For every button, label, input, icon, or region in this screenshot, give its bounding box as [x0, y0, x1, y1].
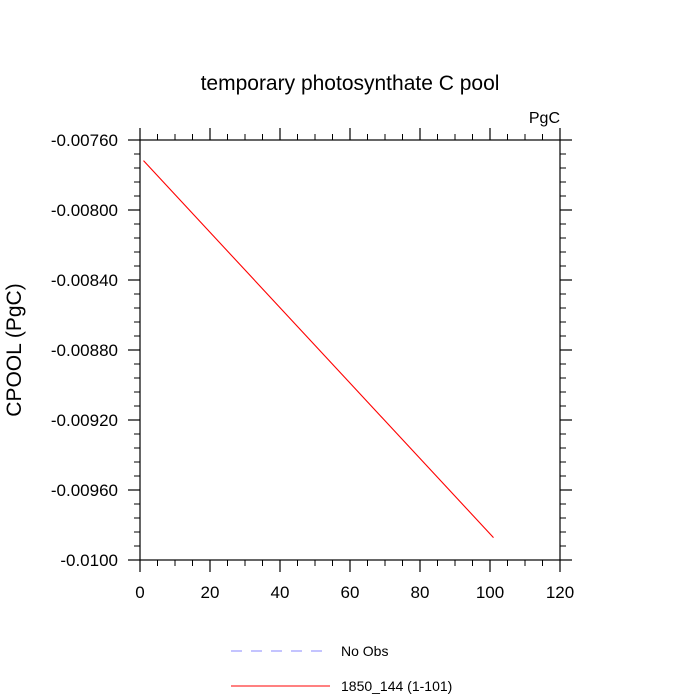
legend: No Obs 1850_144 (1-101) — [231, 643, 452, 694]
x-tick-label: 80 — [411, 583, 430, 602]
y-axis-label: CPOOL (PgC) — [3, 283, 26, 416]
x-tick-label: 0 — [135, 583, 144, 602]
legend-label-1: 1850_144 (1-101) — [341, 678, 452, 694]
chart-title: temporary photosynthate C pool — [201, 72, 500, 95]
y-tick-label: -0.00920 — [51, 411, 118, 430]
units-label: PgC — [529, 110, 560, 127]
y-tick-label: -0.00800 — [51, 201, 118, 220]
axis-tick-labels: 0 20 40 60 80 100 120 -0.00760 -0.00800 -0.00840 -… — [51, 131, 574, 602]
y-tick-label: -0.00840 — [51, 271, 118, 290]
y-tick-label: -0.00880 — [51, 341, 118, 360]
x-tick-label: 60 — [341, 583, 360, 602]
y-tick-label: -0.0100 — [60, 551, 118, 570]
axis-ticks — [128, 128, 572, 572]
x-tick-label: 40 — [271, 583, 290, 602]
y-tick-label: -0.00760 — [51, 131, 118, 150]
series-layer — [143, 160, 494, 538]
x-tick-label: 120 — [546, 583, 574, 602]
series-line-1 — [143, 160, 494, 538]
x-tick-label: 20 — [201, 583, 220, 602]
legend-label-0: No Obs — [341, 643, 388, 659]
x-tick-label: 100 — [476, 583, 504, 602]
plot-frame — [139, 139, 561, 561]
y-tick-label: -0.00960 — [51, 481, 118, 500]
